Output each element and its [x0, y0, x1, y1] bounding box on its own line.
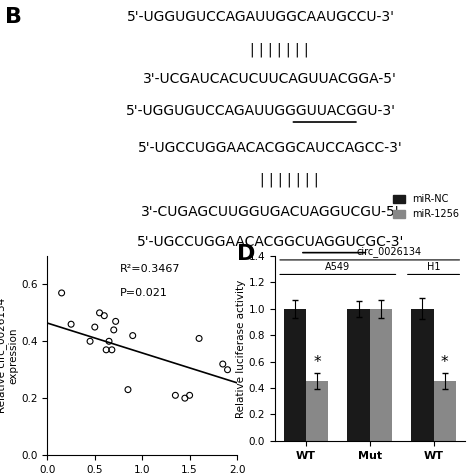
- Text: B: B: [5, 8, 22, 27]
- Bar: [306, 381, 328, 441]
- Text: | | | | | | |: | | | | | | |: [260, 173, 319, 187]
- Y-axis label: Relative luciferase activity: Relative luciferase activity: [236, 279, 246, 418]
- Point: [181, 394, 189, 402]
- Y-axis label: Relative circ_0026134
expression: Relative circ_0026134 expression: [0, 298, 18, 413]
- Point: [96, 309, 103, 317]
- Text: *: *: [441, 355, 448, 370]
- Point: [86, 337, 94, 345]
- Text: 3'-UCGAUCACUCUUCAGUUACGGA-5': 3'-UCGAUCACUCUUCAGUUACGGA-5': [143, 72, 397, 86]
- Point: [129, 332, 137, 339]
- Bar: [434, 381, 456, 441]
- Text: A549: A549: [325, 262, 350, 272]
- Point: [186, 392, 193, 399]
- Text: 3'-CUGAGCUUGGUGACUAGGUCGU-5': 3'-CUGAGCUUGGUGACUAGGUCGU-5': [141, 205, 400, 219]
- Text: 5'-UGGUGUCCAGAUUGGGUUACGGU-3': 5'-UGGUGUCCAGAUUGGGUUACGGU-3': [126, 104, 396, 118]
- Point: [100, 312, 108, 319]
- Text: 5'-UGCCUGGAACACGGCAUCCAGCC-3': 5'-UGCCUGGAACACGGCAUCCAGCC-3': [138, 141, 402, 155]
- Text: *: *: [313, 355, 321, 370]
- Text: P=0.021: P=0.021: [119, 288, 167, 298]
- Point: [108, 346, 116, 354]
- Text: circ_0026134: circ_0026134: [356, 246, 421, 257]
- Text: D: D: [237, 244, 255, 264]
- Point: [172, 392, 179, 399]
- Point: [110, 326, 118, 334]
- Point: [219, 360, 227, 368]
- Bar: [347, 309, 370, 441]
- Text: | | | | | | |: | | | | | | |: [250, 42, 309, 56]
- Point: [124, 386, 132, 393]
- Point: [102, 346, 110, 354]
- Bar: [370, 309, 392, 441]
- Point: [105, 337, 113, 345]
- Text: H1: H1: [427, 262, 440, 272]
- Text: 5'-UGGUGUCCAGAUUGGCAAUGCCU-3': 5'-UGGUGUCCAGAUUGGCAAUGCCU-3': [127, 10, 395, 24]
- Point: [195, 335, 203, 342]
- Point: [91, 323, 99, 331]
- Point: [58, 289, 65, 297]
- Legend: miR-NC, miR-1256: miR-NC, miR-1256: [389, 191, 464, 223]
- Text: 5'-UGCCUGGAACACGGCUAGGUCGC-3': 5'-UGCCUGGAACACGGCUAGGUCGC-3': [137, 235, 404, 248]
- Bar: [411, 309, 434, 441]
- Bar: [283, 309, 306, 441]
- Point: [112, 318, 119, 325]
- Text: R²=0.3467: R²=0.3467: [119, 264, 180, 274]
- Point: [224, 366, 231, 374]
- Point: [67, 320, 75, 328]
